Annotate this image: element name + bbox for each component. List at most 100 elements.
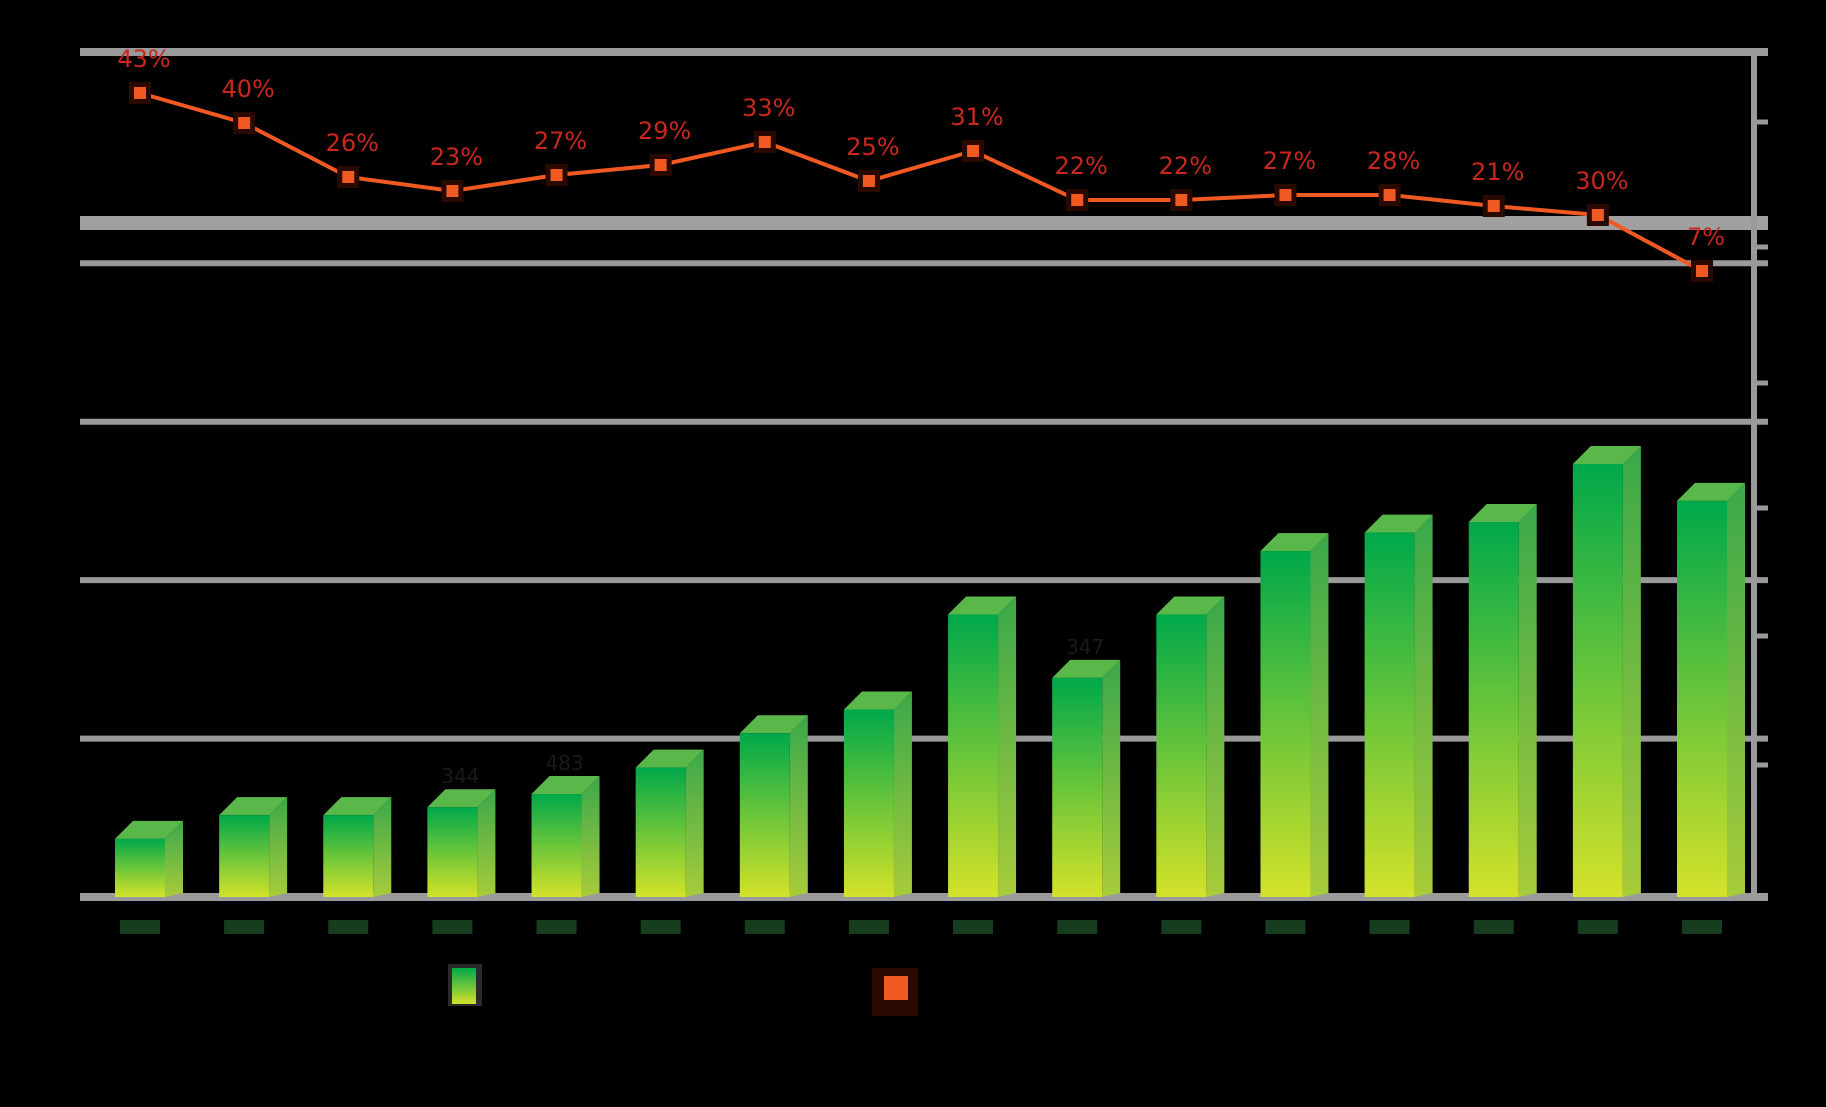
bar-10 xyxy=(1052,659,1121,897)
line-label-2: 40% xyxy=(221,75,274,103)
bar-11 xyxy=(1156,596,1225,897)
bar-side xyxy=(685,749,704,897)
bar-side xyxy=(165,820,183,897)
marker xyxy=(342,171,355,183)
bar-3 xyxy=(323,797,392,897)
bar-top xyxy=(635,749,704,768)
line-point-9 xyxy=(962,140,985,162)
marker xyxy=(758,136,771,148)
line-series: 43% 40% 26% 23% 27% 29% 33% 25% 31% 22% 22% 27% 28% 2… xyxy=(117,45,1725,282)
tick-mark-13 xyxy=(1369,920,1410,934)
marker xyxy=(1696,265,1708,277)
marker xyxy=(654,159,667,171)
bar-side xyxy=(1102,659,1121,897)
line-point-7 xyxy=(753,131,776,153)
line-point-5 xyxy=(545,164,568,186)
bar-front xyxy=(1156,614,1207,897)
line-point-6 xyxy=(649,154,672,176)
bar-15 xyxy=(1572,445,1641,897)
bar-front xyxy=(427,807,478,897)
bar-top xyxy=(1468,504,1537,523)
bar-side xyxy=(1414,514,1433,897)
line-point-2 xyxy=(233,112,256,134)
bar-top xyxy=(1572,445,1641,464)
marker xyxy=(1071,194,1084,206)
tick-mark-5 xyxy=(536,920,577,934)
marker xyxy=(1591,209,1604,221)
tick-mark-12 xyxy=(1265,920,1306,934)
bar-top xyxy=(1364,514,1433,533)
bar-2 xyxy=(219,797,288,897)
line-point-1 xyxy=(129,82,151,104)
bar-side xyxy=(893,691,912,897)
marker xyxy=(1279,189,1292,201)
bar-front xyxy=(1572,463,1623,897)
marker xyxy=(446,185,459,197)
line-label-11: 22% xyxy=(1159,152,1212,180)
x-axis-tick-labels xyxy=(120,920,1722,934)
bar-top xyxy=(1677,482,1745,501)
line-point-13 xyxy=(1378,184,1401,206)
bar-side xyxy=(269,797,288,897)
marker xyxy=(550,169,563,181)
marker xyxy=(1175,194,1188,206)
bar-top xyxy=(843,691,912,710)
bar-side xyxy=(373,797,392,897)
bar-front xyxy=(115,838,165,897)
legend xyxy=(448,964,918,1016)
tick-mark-10 xyxy=(1057,920,1098,934)
bar-12 xyxy=(1260,533,1329,897)
bar-front xyxy=(635,767,686,897)
bar-front xyxy=(739,733,790,897)
line-point-3 xyxy=(337,166,360,188)
line-label-9: 31% xyxy=(950,103,1003,131)
line-point-11 xyxy=(1170,189,1193,211)
bar-8 xyxy=(843,691,912,897)
bar-front xyxy=(843,709,894,897)
bar-side xyxy=(789,715,808,897)
bar-9 xyxy=(948,596,1017,897)
bar-1 xyxy=(115,820,183,897)
bar-side xyxy=(1727,482,1745,897)
line-label-13: 28% xyxy=(1367,147,1420,175)
legend-item-bar xyxy=(448,964,482,1006)
bar-side xyxy=(1310,533,1329,897)
line-label-16: 7% xyxy=(1687,223,1725,251)
bar-top xyxy=(219,797,288,816)
legend-swatch-bar xyxy=(452,968,476,1004)
bar-front xyxy=(1364,532,1415,897)
marker xyxy=(238,117,251,129)
line-label-5: 27% xyxy=(534,127,587,155)
marker xyxy=(967,145,980,157)
bar-front xyxy=(1052,677,1103,897)
line-point-8 xyxy=(857,170,880,192)
line-label-14: 21% xyxy=(1471,158,1524,186)
bar-top xyxy=(427,789,496,808)
tick-mark-16 xyxy=(1682,920,1722,934)
bar-side xyxy=(1206,596,1225,897)
line-label-7: 33% xyxy=(742,94,795,122)
bar-13 xyxy=(1364,514,1433,897)
line-point-14 xyxy=(1482,195,1505,217)
bar-5 xyxy=(531,776,600,897)
marker xyxy=(862,175,875,187)
line-label-15: 30% xyxy=(1575,167,1628,195)
marker xyxy=(1383,189,1396,201)
bar-front xyxy=(1260,551,1311,897)
tick-mark-14 xyxy=(1473,920,1514,934)
line-label-10: 22% xyxy=(1055,152,1108,180)
tick-mark-11 xyxy=(1161,920,1202,934)
bar-front xyxy=(1468,522,1519,897)
line-label-4: 23% xyxy=(430,143,483,171)
bar-side xyxy=(581,776,600,897)
bar-front xyxy=(323,815,374,897)
legend-swatch-square xyxy=(884,976,908,1000)
line-label-1: 43% xyxy=(117,45,170,73)
tick-mark-6 xyxy=(640,920,681,934)
bar-top xyxy=(948,596,1017,615)
line-point-4 xyxy=(441,180,464,202)
bar-side xyxy=(1622,445,1641,897)
bar-front xyxy=(948,614,999,897)
line-label-3: 26% xyxy=(326,129,379,157)
bar-front xyxy=(1677,500,1727,897)
